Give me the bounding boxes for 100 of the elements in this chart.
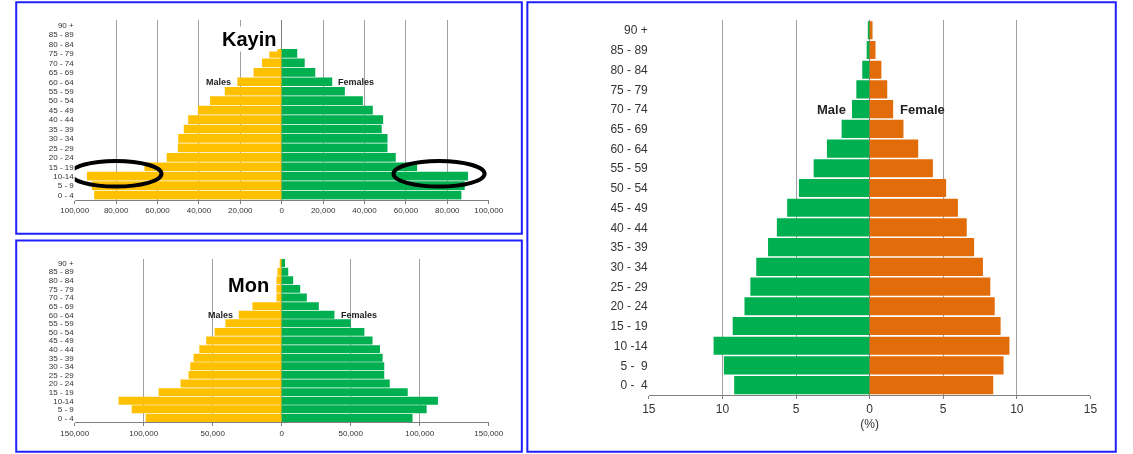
y-tick-label: 80 - 84 bbox=[48, 276, 75, 286]
y-tick-label: 5 - 9 bbox=[620, 358, 649, 373]
y-tick-label: 35 - 39 bbox=[48, 353, 75, 363]
y-tick-label: 75 - 79 bbox=[48, 284, 75, 294]
y-tick-label: 15 - 19 bbox=[610, 319, 649, 334]
bar bbox=[768, 238, 870, 257]
bar bbox=[869, 376, 994, 395]
y-tick-label: 60 - 64 bbox=[48, 310, 75, 320]
x-tick-label: 50,000 bbox=[338, 428, 364, 438]
y-tick-label: 0 - 4 bbox=[620, 378, 649, 393]
y-tick-label: 20 - 24 bbox=[610, 299, 649, 314]
y-tick-label: 0 - 4 bbox=[57, 413, 75, 423]
y-tick-label: 70 - 74 bbox=[48, 58, 75, 68]
y-tick-label: 90 + bbox=[624, 23, 648, 38]
bar bbox=[869, 100, 894, 119]
y-tick-label: 50 - 54 bbox=[48, 327, 75, 337]
y-tick-label: 80 - 84 bbox=[610, 62, 649, 77]
x-tick-label: 15 bbox=[642, 402, 656, 417]
y-tick-label: 45 - 49 bbox=[610, 200, 649, 215]
x-tick-label: 5 bbox=[939, 402, 947, 417]
y-tick-label: 30 - 34 bbox=[610, 260, 649, 275]
y-tick-label: 40 - 44 bbox=[610, 220, 649, 235]
y-tick-label: 90 + bbox=[57, 258, 75, 268]
y-tick-label: 10-14 bbox=[53, 396, 75, 406]
y-tick-label: 80 - 84 bbox=[48, 39, 75, 49]
x-tick-label: 10 bbox=[715, 402, 730, 417]
bar bbox=[798, 178, 870, 198]
y-tick-label: 75 - 79 bbox=[610, 82, 649, 97]
y-tick-label: 10-14 bbox=[53, 171, 75, 181]
y-tick-label: 50 - 54 bbox=[610, 181, 649, 196]
y-tick-label: 15 - 19 bbox=[48, 387, 75, 397]
bar bbox=[869, 119, 904, 138]
x-tick-label: 100,000 bbox=[474, 206, 504, 216]
bar bbox=[869, 178, 947, 198]
y-tick-label: 65 - 69 bbox=[48, 301, 75, 311]
y-tick-label: 30 - 34 bbox=[48, 362, 75, 372]
y-tick-label: 10 -14 bbox=[613, 338, 649, 353]
y-tick-label: 20 - 24 bbox=[48, 153, 75, 163]
bar bbox=[851, 100, 870, 119]
x-tick-label: 80,000 bbox=[435, 206, 461, 216]
series-label: Females bbox=[338, 77, 375, 87]
series-label: Male bbox=[817, 102, 846, 117]
text: Mon bbox=[228, 274, 270, 296]
y-tick-label: 50 - 54 bbox=[48, 96, 75, 106]
y-tick-label: 65 - 69 bbox=[48, 68, 75, 78]
bar bbox=[841, 119, 870, 138]
y-tick-label: 70 - 74 bbox=[610, 102, 649, 117]
y-tick-label: 45 - 49 bbox=[48, 105, 75, 115]
x-tick-label: 20,000 bbox=[310, 206, 336, 216]
x-tick-label: 40,000 bbox=[186, 206, 212, 216]
y-tick-label: 25 - 29 bbox=[48, 370, 75, 380]
y-tick-label: 20 - 24 bbox=[48, 379, 75, 389]
y-tick-label: 30 - 34 bbox=[48, 134, 75, 144]
y-tick-label: 70 - 74 bbox=[48, 293, 75, 303]
x-tick-label: 20,000 bbox=[228, 206, 254, 216]
y-tick-label: 25 - 29 bbox=[610, 279, 649, 294]
y-tick-label: 85 - 89 bbox=[48, 267, 75, 277]
x-tick-label: 150,000 bbox=[60, 428, 90, 438]
y-tick-label: 5 - 9 bbox=[57, 181, 75, 191]
x-axis-title: (%) bbox=[860, 417, 879, 432]
bar bbox=[869, 316, 1001, 336]
y-tick-label: 55 - 59 bbox=[48, 319, 75, 329]
x-tick-label: 80,000 bbox=[103, 206, 129, 216]
y-tick-label: 85 - 89 bbox=[48, 30, 75, 40]
y-tick-label: 55 - 59 bbox=[48, 87, 75, 97]
y-tick-label: 0 - 4 bbox=[57, 190, 75, 200]
x-tick-label: 60,000 bbox=[145, 206, 171, 216]
x-tick-label: 100,000 bbox=[129, 428, 159, 438]
y-tick-label: 60 - 64 bbox=[610, 141, 649, 156]
x-tick-label: 0 bbox=[866, 402, 874, 417]
y-tick-label: 85 - 89 bbox=[610, 43, 649, 58]
series-label: Females bbox=[341, 310, 378, 320]
series-label: Males bbox=[206, 77, 232, 87]
x-tick-label: 0 bbox=[279, 428, 285, 438]
y-tick-label: 25 - 29 bbox=[48, 143, 75, 153]
y-tick-label: 60 - 64 bbox=[48, 77, 75, 87]
x-tick-label: 5 bbox=[792, 402, 800, 417]
x-tick-label: 15 bbox=[1083, 402, 1098, 417]
y-tick-label: 65 - 69 bbox=[610, 122, 649, 137]
x-tick-label: 150,000 bbox=[474, 428, 504, 438]
x-tick-label: 100,000 bbox=[60, 206, 90, 216]
x-tick-label: 0 bbox=[279, 206, 285, 216]
y-tick-label: 5 - 9 bbox=[57, 405, 75, 415]
y-tick-label: 40 - 44 bbox=[48, 115, 75, 125]
x-tick-label: 60,000 bbox=[393, 206, 419, 216]
x-tick-label: 40,000 bbox=[352, 206, 378, 216]
y-tick-label: 75 - 79 bbox=[48, 49, 75, 59]
y-tick-label: 90 + bbox=[57, 20, 75, 30]
chart-title: Kayin bbox=[222, 28, 277, 50]
x-tick-label: 10 bbox=[1010, 402, 1024, 417]
bar bbox=[732, 316, 870, 336]
bar bbox=[734, 376, 870, 395]
bar bbox=[866, 40, 870, 60]
y-tick-label: 55 - 59 bbox=[610, 161, 649, 176]
series-label: Males bbox=[208, 310, 234, 320]
x-tick-label: 50,000 bbox=[200, 428, 226, 438]
y-tick-label: 35 - 39 bbox=[610, 240, 649, 255]
y-tick-label: 40 - 44 bbox=[48, 344, 75, 354]
y-tick-label: 45 - 49 bbox=[48, 336, 75, 346]
y-tick-label: 35 - 39 bbox=[48, 124, 75, 134]
